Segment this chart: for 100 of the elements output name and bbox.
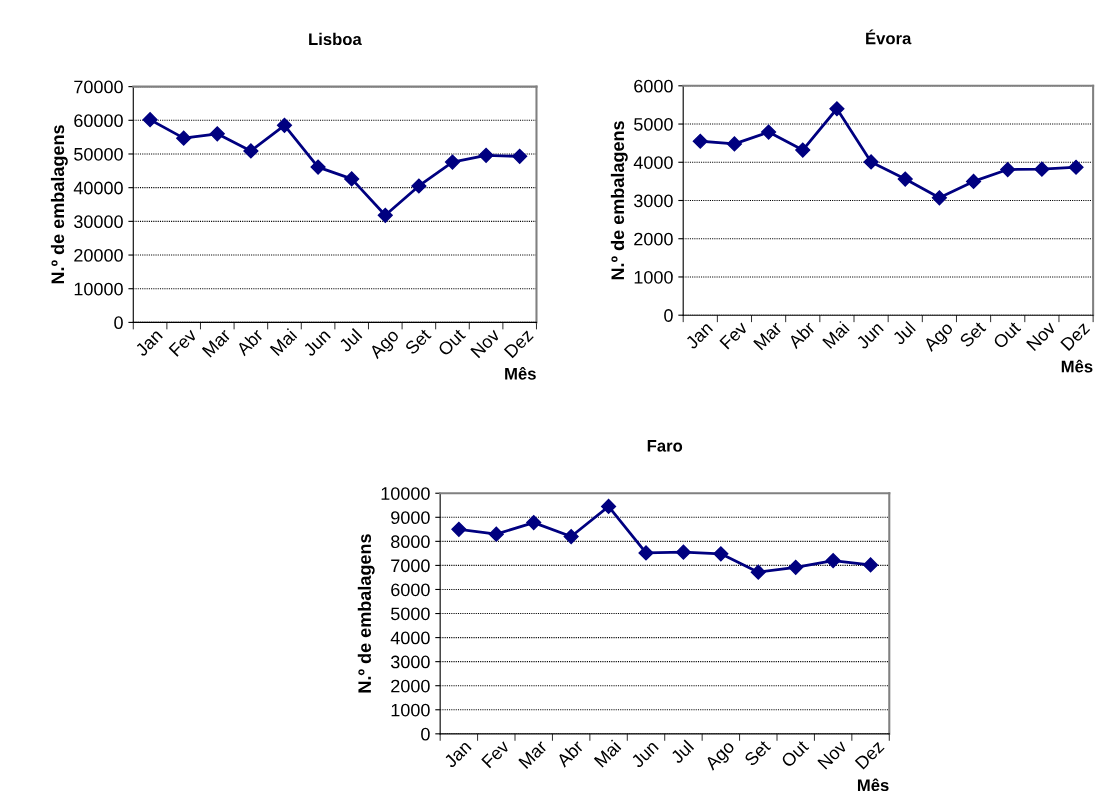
point [825,553,841,569]
y-tick-label: 0 [664,309,673,322]
point [563,528,579,545]
point [761,124,777,140]
y-tick-label: 2000 [634,232,673,246]
y-tick-label: 10000 [381,487,430,500]
point [176,130,192,146]
point [750,564,766,580]
point [344,171,360,187]
x-tick-label: Nov [817,739,848,770]
x-tick-label: Nov [1026,320,1057,352]
point [411,178,427,194]
point [638,545,654,561]
y-tick-label: 50000 [74,147,123,161]
x-tick-label: Ago [704,739,738,774]
point [310,159,326,175]
y-axis-title: N.º de embalagens [610,121,628,280]
chart-title: Lisboa [309,32,362,46]
y-tick-label: 40000 [73,181,123,195]
point [601,498,617,515]
x-tick-label: Jun [855,321,884,350]
point [863,154,879,170]
y-tick-label: 2000 [391,679,430,693]
x-tick-label: Jun [630,739,659,769]
point [1000,161,1016,178]
point [451,521,467,537]
point [526,515,542,531]
point [965,173,982,189]
point [276,117,293,133]
y-tick-label: 30000 [74,215,123,229]
y-tick-label: 5000 [634,117,673,131]
x-tick-label: Nov [470,327,501,359]
point [862,557,879,573]
y-tick-label: 3000 [634,194,673,208]
chart-title: Faro [647,440,683,452]
y-tick-label: 3000 [390,655,430,669]
point [142,112,158,128]
y-tick-label: 60000 [74,114,123,128]
point [675,544,692,560]
x-tick-label: Dez [1060,321,1091,352]
x-tick-label: Jul [337,328,363,353]
y-tick-label: 10000 [74,282,123,296]
x-tick-label: Jul [891,320,916,346]
y-axis-title: N.º de embalagens [357,534,375,693]
x-tick-label: Mai [821,320,850,349]
y-tick-label: 9000 [391,511,430,525]
x-tick-label: Fev [719,320,749,350]
x-tick-label: Dez [854,739,885,770]
point [795,142,811,158]
y-tick-label: 1000 [634,270,673,284]
x-tick-label: Ago [922,321,957,355]
x-tick-label: Set [958,320,987,349]
point [788,559,804,575]
point [713,546,729,562]
y-tick-label: 0 [114,316,123,330]
point [692,133,708,149]
x-axis-title: Mês [505,367,536,380]
point [1034,161,1050,177]
y-axis-title: N.º de embalagens [50,125,68,284]
x-tick-label: Abr [786,320,816,350]
y-tick-label: 4000 [633,156,673,169]
y-tick-label: 70000 [74,80,123,94]
point [897,171,913,187]
x-tick-label: Abr [555,738,585,768]
x-tick-label: Mai [269,328,298,357]
y-tick-label: 5000 [391,607,430,621]
y-tick-label: 20000 [74,248,123,262]
x-tick-label: Out [780,739,810,769]
y-tick-label: 1000 [391,703,430,717]
y-tick-label: 6000 [634,79,673,93]
x-tick-label: Ago [368,328,403,362]
x-tick-label: Set [743,739,772,767]
y-tick-label: 4000 [390,631,430,645]
point [931,190,947,206]
y-tick-label: 7000 [391,559,430,573]
x-tick-label: Jan [443,739,472,769]
x-axis-title: Mês [1061,359,1093,373]
x-tick-label: Jun [302,328,331,358]
point [478,147,494,163]
x-tick-label: Fev [481,739,511,769]
x-tick-label: Jan [134,328,163,358]
point [377,207,393,223]
x-tick-label: Out [992,320,1022,350]
x-tick-label: Set [404,327,432,356]
x-tick-label: Out [437,327,467,357]
point [444,154,461,170]
point [488,526,504,542]
chart-title: Évora [866,29,912,45]
x-axis-title: Mês [857,778,889,792]
x-tick-label: Abr [235,327,265,357]
point [243,143,259,159]
x-tick-label: Mar [518,739,548,770]
point [829,101,845,117]
x-tick-label: Fev [168,327,198,357]
y-tick-label: 8000 [391,535,430,549]
x-tick-label: Mar [201,327,232,358]
y-tick-label: 6000 [391,583,430,597]
point [726,136,743,152]
point [1068,159,1084,175]
y-tick-label: 0 [421,727,430,741]
